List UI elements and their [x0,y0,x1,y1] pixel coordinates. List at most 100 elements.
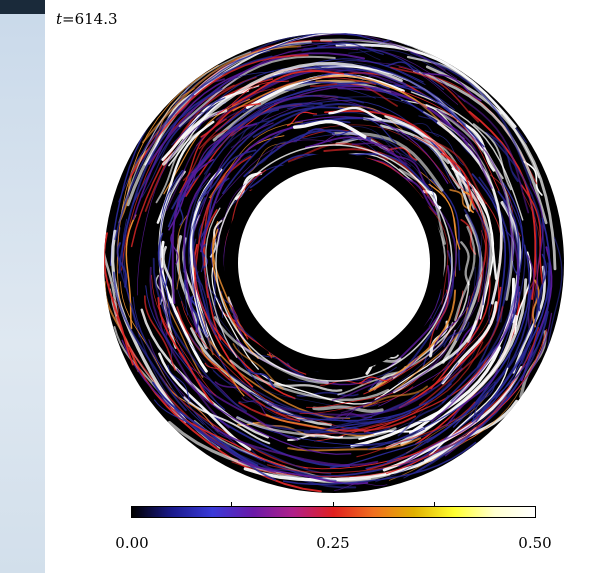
streak [286,111,318,127]
streak [198,76,376,150]
streak [329,362,459,428]
streak [177,71,274,121]
streak [422,72,482,102]
streak [137,109,224,296]
streak [331,356,419,402]
streak [263,58,424,83]
streak [440,152,479,213]
left-background-strip [0,0,45,573]
streak [356,401,476,458]
streak [309,82,398,107]
streak [108,281,119,319]
streak [454,225,476,322]
streak [211,425,379,467]
streak [428,289,449,348]
streak [471,217,551,423]
streak [299,386,414,415]
streak [523,160,543,196]
streak [187,212,214,352]
streak [157,232,172,324]
streak [467,230,487,313]
streak [158,267,168,336]
streak [167,364,191,402]
streak [114,55,273,241]
streak [176,215,188,290]
streak [216,80,290,115]
streak [363,354,490,433]
streak [274,382,343,392]
streak [112,271,187,412]
streak [520,184,544,285]
streak [170,230,179,265]
streak [176,306,301,423]
streak [397,411,484,468]
streak [259,372,372,405]
streak [212,177,257,248]
streak [457,95,530,214]
streak [261,99,382,122]
streak [340,330,456,414]
bright-inner-ring [215,144,453,382]
streak [134,42,346,164]
streak [183,396,271,445]
streak [175,265,216,366]
streak [200,347,245,397]
streak [522,192,541,325]
streak [342,136,417,163]
annulus-inner-hole [238,167,430,359]
streak [265,413,375,437]
streak [418,306,504,406]
streak [359,376,391,384]
streak [160,240,208,373]
streak [293,128,335,142]
streak [450,200,520,403]
streak [231,458,424,478]
streak [328,106,382,121]
streak [371,144,411,167]
streak [171,164,201,305]
streak [401,91,500,192]
streak [329,418,458,469]
streak [430,274,491,390]
streak [149,266,230,429]
streak [430,178,461,271]
streak [205,207,238,358]
streak [266,396,507,474]
streak [456,208,482,342]
streak [271,391,420,421]
colorbar-min-label: 0.00 [115,534,149,552]
streak [110,229,188,423]
streak [155,128,205,204]
streak [423,136,487,205]
streak [215,139,333,204]
streak [200,177,230,238]
streak [344,116,397,144]
streak [168,158,214,231]
streak [197,378,299,441]
streak [546,237,563,355]
streak [120,281,172,388]
streak [215,68,404,121]
time-label: t=614.3 [56,10,118,28]
streak [410,51,532,184]
streak [498,192,526,359]
streak [118,51,252,223]
streak [206,274,224,319]
streak [424,130,464,166]
streak [514,251,532,335]
streak [213,316,329,385]
streak [232,343,284,390]
streak [211,267,259,370]
streak [302,134,384,158]
streak [386,289,532,463]
streak [397,394,450,437]
streak [248,142,286,174]
streak [248,368,276,389]
streak [198,219,205,273]
streak [195,271,207,337]
streak [170,406,286,467]
left-strip-dark-corner [0,0,45,14]
streak [307,124,451,184]
streak [331,131,444,192]
streak [337,82,485,148]
